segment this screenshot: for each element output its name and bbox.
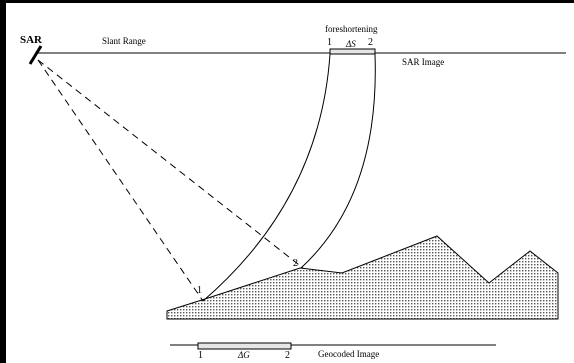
point-2-terrain-label: 2 <box>293 258 298 269</box>
point-1-bottom-label: 1 <box>198 350 203 361</box>
terrain-profile <box>166 235 559 320</box>
point-2-bottom-label: 2 <box>285 350 290 361</box>
delta-s-box <box>329 48 376 55</box>
sar-label: SAR <box>20 34 43 46</box>
sar-antenna <box>28 45 43 65</box>
dashed-ray-2 <box>37 59 304 269</box>
dashed-ray-1 <box>37 59 204 302</box>
delta-s-label: ΔS <box>345 39 356 49</box>
foreshortening-label: foreshortening <box>325 24 378 34</box>
point-1-terrain-label: 1 <box>197 285 202 296</box>
point-2-top-label: 2 <box>368 37 373 48</box>
sar-image-label: SAR Image <box>402 57 444 67</box>
delta-g-box <box>197 342 292 350</box>
range-arc-1 <box>202 53 331 302</box>
slant-range-label: Slant Range <box>102 36 146 46</box>
range-arc-2 <box>300 53 376 269</box>
point-1-top-label: 1 <box>327 37 332 48</box>
delta-g-label: ΔG <box>237 350 250 360</box>
geocoded-image-label: Geocoded Image <box>318 349 379 359</box>
